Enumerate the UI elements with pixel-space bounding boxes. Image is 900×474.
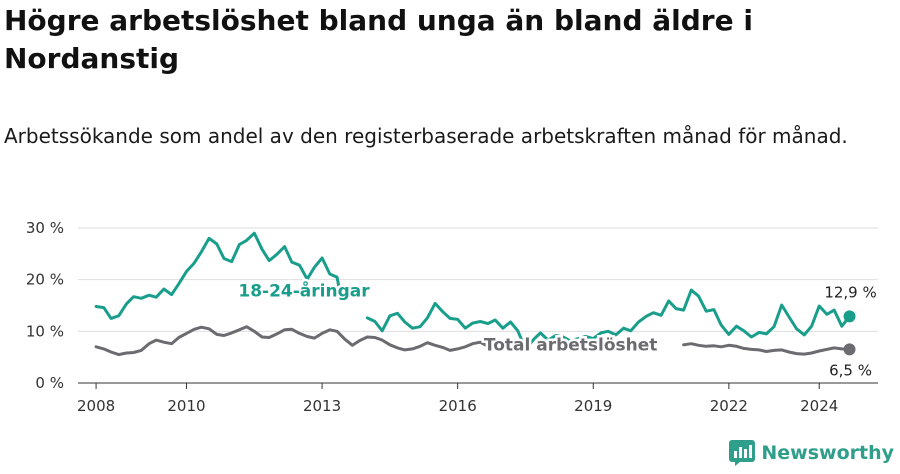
newsworthy-logo: Newsworthy bbox=[729, 438, 894, 468]
series-lines bbox=[94, 231, 856, 357]
x-axis: 2008 2010 2013 2016 2019 2022 2024 bbox=[77, 382, 878, 415]
end-point-total-arbetsl-shet bbox=[843, 343, 856, 356]
x-tick-label: 2010 bbox=[167, 397, 205, 415]
x-tick-label: 2016 bbox=[439, 397, 477, 415]
brand-name: Newsworthy bbox=[761, 442, 894, 464]
series-line-total-arbetsl-shet bbox=[94, 325, 527, 357]
x-tick-label: 2022 bbox=[710, 397, 748, 415]
end-value-label: 12,9 % bbox=[824, 283, 876, 301]
grid-lines bbox=[78, 227, 878, 332]
series-inline-label: Total arbetslöshet bbox=[484, 335, 658, 355]
series-line-18-24-ringar bbox=[94, 231, 343, 320]
series-inline-label: 18-24-åringar bbox=[238, 280, 370, 302]
series-line-total-arbetsl-shet bbox=[682, 342, 851, 356]
y-tick-label: 30 % bbox=[26, 219, 64, 237]
end-value-label: 6,5 % bbox=[829, 361, 872, 379]
bar-chart-logo-icon bbox=[729, 440, 756, 466]
x-tick-label: 2024 bbox=[800, 397, 838, 415]
end-point-18-24-ringar bbox=[843, 310, 856, 323]
x-tick-label: 2013 bbox=[303, 397, 341, 415]
series-labels: 12,9 % 6,5 % 18-24-åringar Total arbetslösh… bbox=[236, 277, 878, 381]
chart-subtitle: Arbetssökande som andel av den registerb… bbox=[4, 124, 848, 148]
y-tick-label: 0 % bbox=[35, 374, 64, 392]
chart-title: Högre arbetslöshet bland unga än bland ä… bbox=[4, 4, 753, 75]
y-tick-label: 10 % bbox=[26, 322, 64, 340]
series-line-18-24-ringar bbox=[365, 288, 851, 351]
y-axis-ticks: 0 % 10 % 20 % 30 % bbox=[26, 219, 64, 392]
y-tick-label: 20 % bbox=[26, 271, 64, 289]
x-tick-label: 2008 bbox=[77, 397, 115, 415]
x-tick-label: 2019 bbox=[574, 397, 612, 415]
